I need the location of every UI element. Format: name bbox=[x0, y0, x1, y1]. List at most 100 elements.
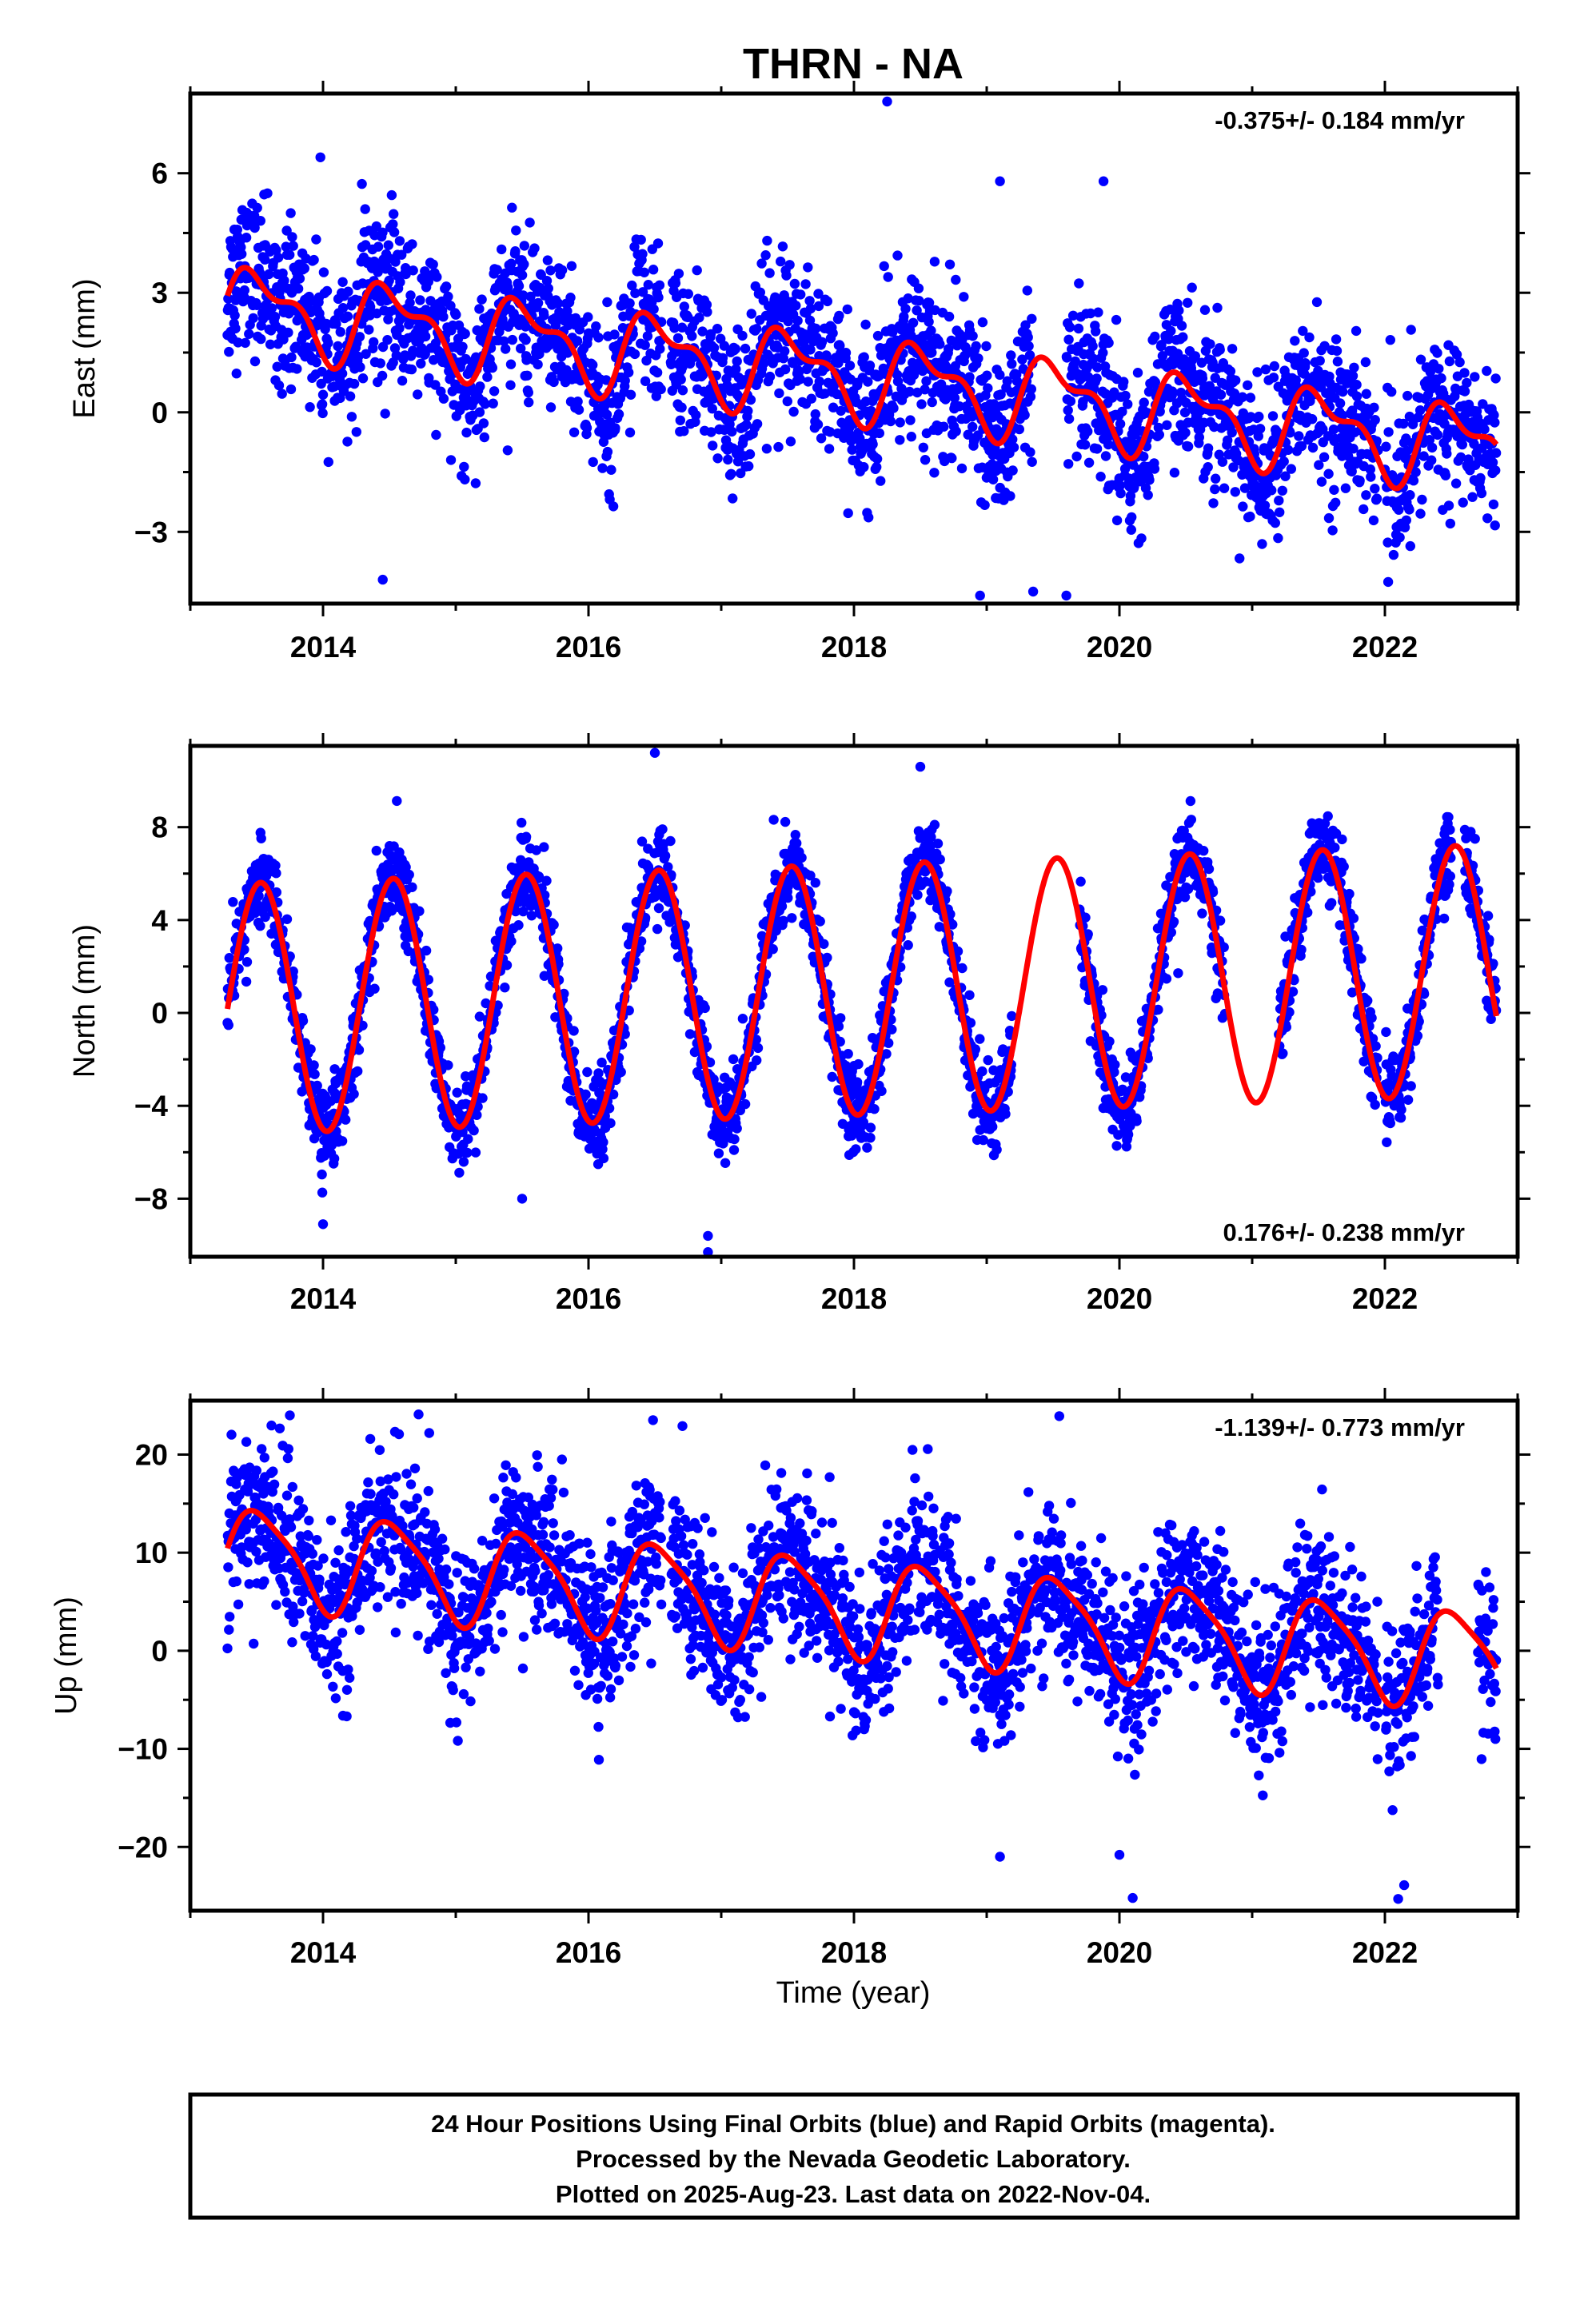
north-data-point bbox=[836, 1013, 845, 1022]
north-data-point bbox=[228, 897, 237, 907]
east-data-point bbox=[653, 293, 663, 302]
east-data-point bbox=[1372, 493, 1382, 503]
east-data-point bbox=[803, 262, 812, 272]
east-data-point bbox=[653, 238, 663, 248]
east-data-point bbox=[1174, 305, 1183, 315]
east-data-point bbox=[892, 250, 902, 260]
north-data-point bbox=[654, 903, 664, 913]
east-data-point bbox=[727, 427, 736, 436]
north-data-point bbox=[720, 1158, 730, 1168]
north-data-point bbox=[977, 1066, 987, 1076]
east-data-point bbox=[256, 216, 265, 225]
east-data-point bbox=[1287, 464, 1296, 473]
east-data-point bbox=[752, 419, 762, 429]
east-data-point bbox=[421, 332, 430, 341]
east-data-point bbox=[865, 361, 875, 370]
north-data-point bbox=[777, 901, 787, 911]
east-data-point bbox=[1381, 442, 1390, 452]
east-data-point bbox=[317, 409, 327, 418]
east-data-point bbox=[489, 399, 498, 409]
east-data-point bbox=[1404, 504, 1414, 514]
north-data-point bbox=[853, 1059, 863, 1069]
east-data-point bbox=[446, 455, 456, 464]
east-data-point bbox=[968, 331, 977, 341]
east-data-point bbox=[1442, 448, 1451, 458]
east-data-point bbox=[1308, 443, 1318, 452]
north-data-point bbox=[796, 853, 806, 863]
east-data-point bbox=[1351, 380, 1361, 389]
east-data-point bbox=[311, 234, 321, 244]
east-data-point bbox=[1261, 365, 1271, 374]
east-data-point bbox=[637, 249, 647, 259]
east-data-point bbox=[510, 246, 520, 256]
east-data-point bbox=[237, 249, 246, 259]
north-data-point bbox=[257, 834, 266, 843]
east-data-point bbox=[1432, 348, 1442, 357]
east-data-point bbox=[474, 304, 484, 313]
east-data-point bbox=[1406, 541, 1415, 551]
north-data-point bbox=[984, 1055, 993, 1065]
east-data-point bbox=[939, 422, 948, 432]
east-data-point bbox=[262, 189, 272, 198]
east-data-point bbox=[728, 493, 737, 503]
east-data-point bbox=[501, 344, 510, 353]
east-data-point bbox=[1458, 440, 1467, 449]
north-data-point bbox=[349, 1089, 358, 1098]
east-data-point bbox=[361, 204, 370, 213]
north-data-point bbox=[787, 913, 796, 923]
east-data-point bbox=[1219, 484, 1229, 493]
east-data-point bbox=[778, 241, 788, 251]
north-data-point bbox=[341, 1114, 350, 1124]
east-data-point bbox=[796, 289, 805, 299]
north-data-point bbox=[392, 796, 401, 806]
east-data-point bbox=[381, 409, 390, 418]
east-data-point bbox=[863, 377, 872, 386]
east-data-point bbox=[1359, 504, 1368, 514]
east-data-point bbox=[773, 442, 783, 452]
east-data-point bbox=[774, 389, 784, 398]
north-data-point bbox=[851, 1144, 860, 1154]
east-data-point bbox=[872, 454, 882, 464]
east-data-point bbox=[765, 372, 775, 381]
east-data-point bbox=[588, 360, 597, 369]
east-data-point bbox=[1254, 412, 1263, 421]
east-data-point bbox=[432, 272, 441, 281]
east-data-point bbox=[1093, 308, 1103, 317]
north-data-point bbox=[714, 1149, 724, 1158]
north-data-point bbox=[991, 1145, 1001, 1154]
east-data-point bbox=[1445, 357, 1454, 366]
east-data-point bbox=[1278, 486, 1287, 496]
east-data-point bbox=[868, 440, 877, 449]
east-outlier-point bbox=[316, 153, 325, 162]
north-data-point bbox=[657, 824, 667, 834]
east-data-point bbox=[760, 250, 770, 260]
north-data-point bbox=[665, 836, 675, 846]
east-data-point bbox=[522, 371, 532, 381]
east-data-point bbox=[1231, 487, 1240, 496]
east-data-point bbox=[1005, 491, 1015, 500]
east-data-point bbox=[347, 412, 357, 421]
east-data-point bbox=[1063, 405, 1073, 415]
north-data-point bbox=[700, 1003, 710, 1013]
east-data-point bbox=[780, 346, 789, 356]
east-y-tick-label: 6 bbox=[151, 157, 168, 190]
east-data-point bbox=[1246, 393, 1255, 402]
north-data-point bbox=[780, 817, 790, 827]
east-data-point bbox=[573, 397, 582, 406]
east-data-point bbox=[817, 337, 827, 347]
east-data-point bbox=[1405, 490, 1414, 500]
north-data-point bbox=[517, 818, 526, 827]
north-data-point bbox=[936, 855, 945, 864]
east-data-point bbox=[636, 235, 646, 245]
east-data-point bbox=[1144, 475, 1154, 484]
east-data-point bbox=[712, 453, 722, 463]
east-data-point bbox=[250, 357, 260, 366]
east-data-point bbox=[1383, 427, 1393, 436]
east-data-point bbox=[916, 399, 926, 409]
east-data-point bbox=[1491, 448, 1501, 457]
north-data-point bbox=[783, 893, 792, 903]
east-data-point bbox=[732, 357, 742, 366]
east-data-point bbox=[293, 284, 303, 293]
east-data-point bbox=[1066, 397, 1075, 406]
east-data-point bbox=[1426, 456, 1436, 465]
